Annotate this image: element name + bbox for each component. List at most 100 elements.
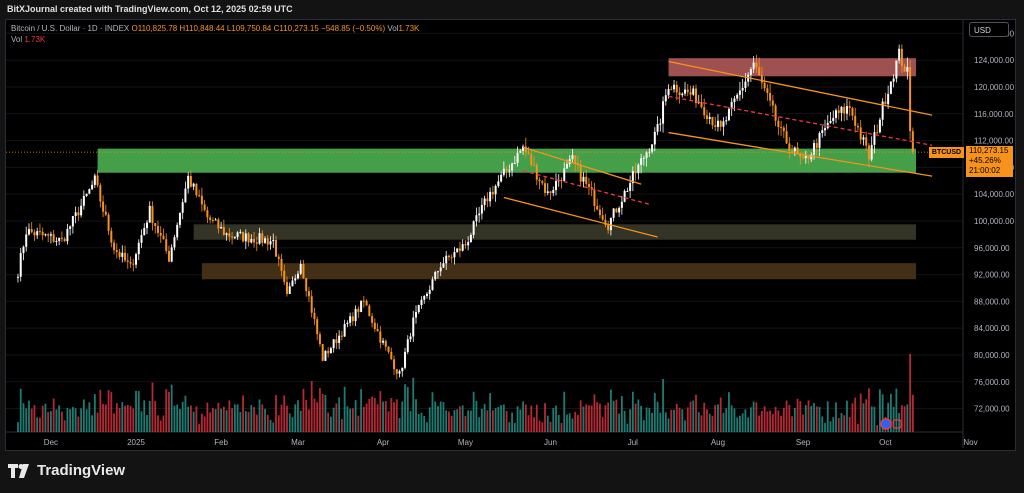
candle-body [774,105,777,121]
candle-body [346,322,349,324]
volume-bar [439,401,442,432]
volume-bar [813,402,815,432]
volume-bar [371,396,373,432]
volume-bar [560,422,563,432]
volume-bar [519,409,522,432]
candle-body [906,67,909,72]
candle-body [33,232,36,236]
candle-body [500,174,503,182]
volume-bar [516,406,519,432]
volume-bar [541,422,544,432]
candle-body [58,237,61,242]
candle-body [96,175,99,186]
candle-body [631,171,634,184]
candle-body [217,219,220,229]
volume-bar [777,410,780,432]
volume-bar [203,416,206,432]
volume-bar [741,413,744,432]
candle-body [384,340,387,347]
candle-body [412,317,415,337]
candle-body [856,125,859,128]
trendline-5 [668,95,933,146]
candle-body [261,233,264,243]
volume-bar [596,402,599,432]
volume-bar [653,392,656,432]
candle-body [44,234,47,236]
candle-body [870,144,873,160]
candle-body [508,170,511,172]
volume-bar [846,400,848,432]
candle-body [118,251,121,257]
candle-body [184,188,187,203]
volume-bar [170,384,173,432]
volume-bar [77,416,80,432]
volume-bar [837,418,840,432]
candle-body [387,346,390,352]
volume-bar [107,390,110,432]
volume-bar [530,405,533,432]
volume-bar [739,415,741,432]
volume-bar [755,402,758,432]
volume-bar [763,406,766,432]
candle-body [865,137,868,146]
candle-body [497,181,500,186]
volume-bar [173,405,176,432]
volume-bar [71,407,74,432]
candle-body [85,193,88,196]
candle-body [30,229,33,233]
volume-bar [387,411,390,432]
volume-bar [815,406,818,432]
volume-bar [832,417,835,432]
volume-bar [533,417,535,432]
candle-body [516,152,519,164]
candle-body [653,131,656,145]
candle-body [673,84,676,90]
volume-bar [332,407,335,432]
high-value: H110,848.44 [179,24,225,33]
volume-bar [181,401,184,432]
candle-body [837,110,840,113]
candle-body [785,131,788,144]
candle-body [52,234,55,242]
candle-body [892,78,895,82]
volume-bar [200,413,203,432]
candle-body [329,348,332,354]
volume-bar [714,405,717,432]
volume-bar [393,402,395,432]
x-tick-label: Aug [711,438,725,447]
candle-body [181,202,184,213]
volume-bar [459,406,461,432]
volume-bar [404,384,406,432]
volume-bar [577,414,579,432]
volume-bar [524,404,527,432]
candle-body [483,198,486,205]
volume-bar [464,415,467,432]
volume-bar [115,403,118,432]
ohlc-legend: Bitcoin / U.S. Dollar · 1D · INDEX O110,… [11,24,419,33]
candle-body [719,120,722,127]
volume-bar [667,418,670,432]
candle-body [371,316,374,323]
volume-bar [879,389,881,432]
candle-body [744,81,747,88]
x-tick-label: Apr [377,438,390,447]
volume-bar [697,412,700,432]
y-tick-label: 120,000.00 [974,83,1015,92]
y-tick-label: 84,000.00 [974,324,1010,333]
volume-bar [692,400,695,432]
volume-bar [807,400,810,432]
candle-body [200,195,203,205]
currency-selector[interactable]: USD [969,22,1009,37]
candle-body [22,246,25,254]
candle-body [793,147,796,152]
candle-body [461,244,464,251]
candle-body [291,280,294,287]
volume-bar [818,406,821,432]
volume-bar [80,408,83,432]
volume-bar [656,401,659,432]
candle-body [472,221,475,235]
tradingview-logo[interactable]: TradingView [8,462,125,479]
candle-body [151,205,154,224]
